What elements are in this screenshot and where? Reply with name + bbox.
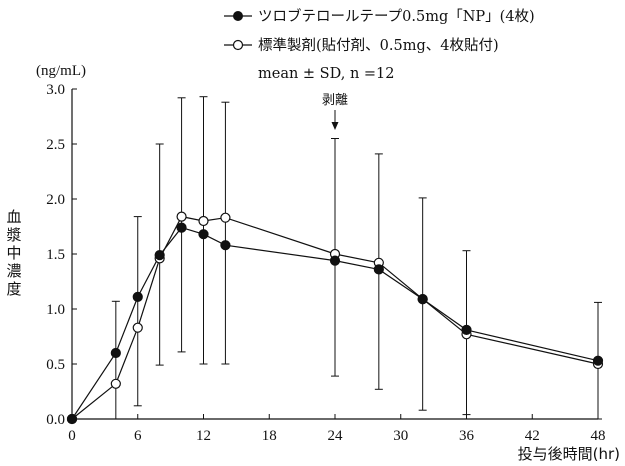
legend-item-test: ツロブテロールテープ0.5mg「NP」(4枚) — [224, 7, 535, 25]
data-point-test — [66, 413, 78, 425]
y-tick-label: 1.0 — [46, 302, 65, 318]
data-point-reference — [176, 211, 187, 222]
legend-marker-filled-circle — [233, 11, 243, 21]
y-tick-label: 2.5 — [46, 137, 65, 153]
data-point-test — [110, 347, 121, 359]
y-axis-label-char: 中 — [6, 244, 21, 262]
data-point-test — [154, 250, 165, 261]
data-point-reference — [220, 212, 231, 223]
y-axis-label-char: 濃 — [6, 262, 21, 280]
data-point-test — [220, 240, 231, 251]
legend-label-test: ツロブテロールテープ0.5mg「NP」(4枚) — [258, 7, 535, 25]
y-tick-label: 1.5 — [46, 247, 65, 263]
x-tick-label: 18 — [262, 428, 277, 444]
stat-note: mean ± SD, n =12 — [258, 66, 395, 82]
y-axis-label: 血漿中濃度 — [6, 208, 21, 298]
y-tick-label: 3.0 — [46, 82, 65, 98]
data-point-test — [461, 324, 472, 335]
data-point-test — [373, 264, 384, 275]
series-lines — [71, 215, 599, 420]
data-point-reference — [110, 378, 121, 389]
x-tick-label: 6 — [134, 428, 142, 444]
legend-item-reference: 標準製剤(貼付剤、0.5mg、4枚貼付) — [224, 37, 499, 54]
y-axis-label-char: 血 — [6, 208, 21, 226]
axis-ticks: 0 6 12 18 24 30 36 42 48 0.0 0.5 1.0 1.5 2.0 2.5 3.0 — [46, 82, 605, 444]
data-point-test — [176, 222, 187, 233]
data-point-test — [132, 291, 143, 302]
legend-label-reference: 標準製剤(貼付剤、0.5mg、4枚貼付) — [258, 37, 499, 54]
x-tick-label: 0 — [68, 428, 76, 444]
detach-annotation: 剥離 — [322, 93, 348, 130]
data-point-test — [198, 229, 209, 240]
annotation-arrow-head — [331, 122, 339, 130]
y-axis-label-char: 度 — [6, 280, 21, 298]
y-axis-label-char: 漿 — [6, 226, 21, 244]
legend-marker-open-circle — [232, 39, 244, 51]
data-point-test — [417, 294, 428, 305]
data-point-test — [592, 355, 604, 366]
x-axis-label: 投与後時間(hr) — [518, 445, 620, 463]
x-tick-label: 30 — [393, 428, 408, 444]
data-point-reference — [132, 322, 143, 333]
legend: ツロブテロールテープ0.5mg「NP」(4枚) 標準製剤(貼付剤、0.5mg、4… — [224, 7, 535, 82]
data-point-reference — [198, 215, 209, 227]
x-tick-label: 36 — [459, 428, 475, 444]
series-markers — [66, 211, 604, 425]
y-tick-label: 2.0 — [46, 192, 65, 208]
annotation-label: 剥離 — [322, 93, 348, 108]
x-tick-label: 12 — [196, 428, 211, 444]
series-line-reference — [71, 215, 599, 420]
y-axis-unit: (ng/mL) — [36, 63, 86, 79]
y-tick-label: 0.0 — [46, 412, 65, 428]
x-tick-label: 48 — [591, 428, 606, 444]
x-tick-label: 24 — [328, 428, 344, 444]
data-point-test — [329, 255, 341, 266]
x-tick-label: 42 — [525, 428, 540, 444]
y-tick-label: 0.5 — [46, 357, 65, 373]
